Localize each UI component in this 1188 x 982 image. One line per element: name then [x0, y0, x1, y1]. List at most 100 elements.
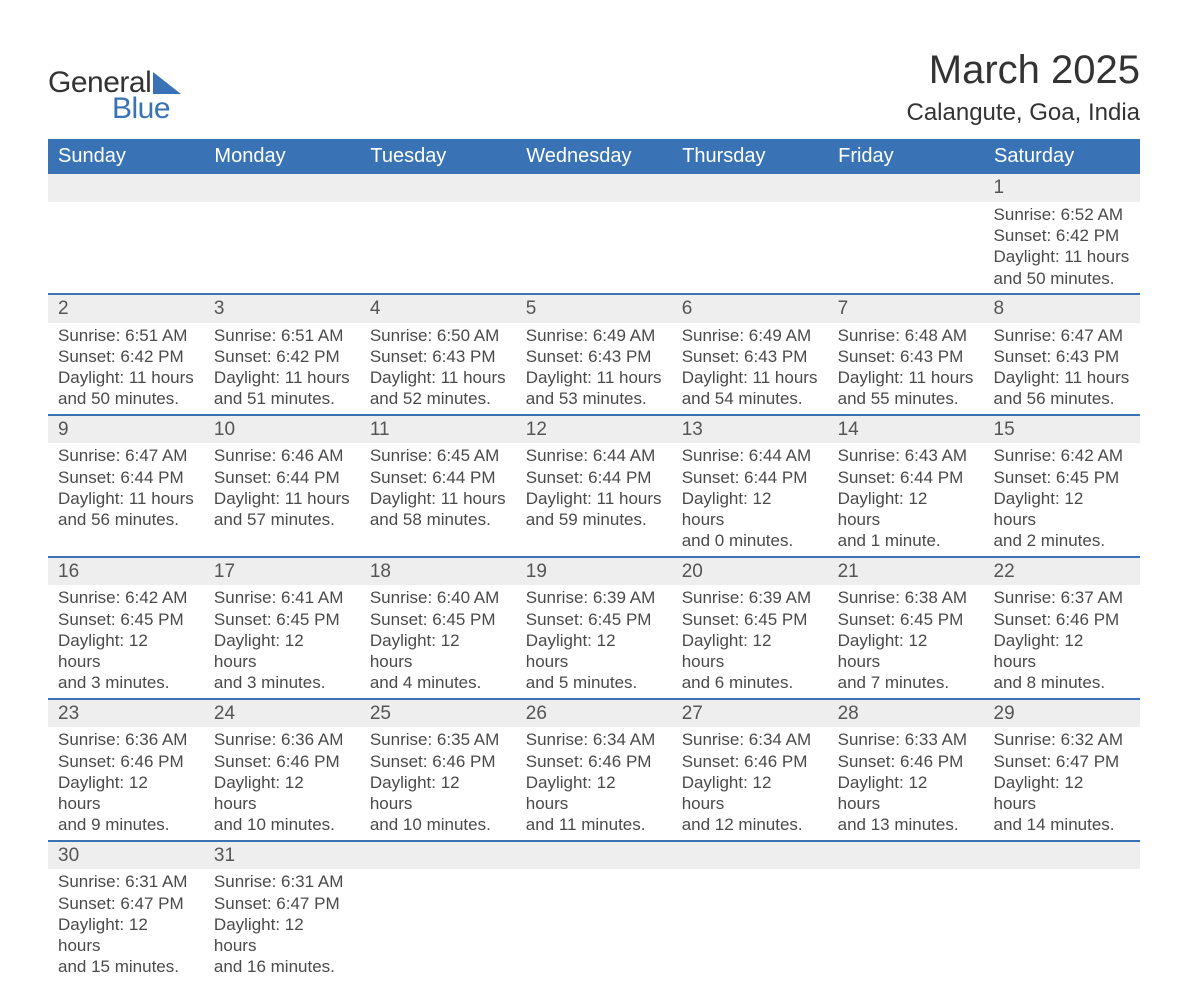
day-number-cell: 4 [360, 294, 516, 323]
day-detail-line: and 59 minutes. [526, 509, 662, 530]
day-detail-line: Daylight: 11 hours [526, 367, 662, 388]
brand-triangle-icon [153, 72, 181, 94]
day-detail-line: Daylight: 11 hours [682, 367, 818, 388]
day-detail-line: Sunrise: 6:44 AM [526, 445, 662, 466]
day-detail-line: Daylight: 12 hours [838, 488, 974, 531]
day-detail-line: Sunset: 6:43 PM [370, 346, 506, 367]
calendar-header-row: Sunday Monday Tuesday Wednesday Thursday… [48, 139, 1140, 174]
day-number-cell: 19 [516, 557, 672, 586]
day-number-cell: 11 [360, 415, 516, 444]
day-detail-cell: Sunrise: 6:50 AMSunset: 6:43 PMDaylight:… [360, 323, 516, 415]
day-number-cell [516, 174, 672, 202]
day-detail-cell [984, 869, 1140, 981]
calendar-detail-row: Sunrise: 6:31 AMSunset: 6:47 PMDaylight:… [48, 869, 1140, 981]
day-detail-line: Daylight: 12 hours [214, 914, 350, 957]
day-number-cell: 17 [204, 557, 360, 586]
day-detail-line: and 15 minutes. [58, 956, 194, 977]
day-detail-line: Daylight: 12 hours [838, 630, 974, 673]
day-detail-cell: Sunrise: 6:33 AMSunset: 6:46 PMDaylight:… [828, 727, 984, 840]
day-number-cell: 12 [516, 415, 672, 444]
day-detail-line: Sunset: 6:45 PM [682, 609, 818, 630]
day-detail-line: and 7 minutes. [838, 672, 974, 693]
day-detail-line: and 56 minutes. [994, 388, 1130, 409]
weekday-header: Wednesday [516, 139, 672, 174]
day-number-cell [828, 841, 984, 870]
day-detail-cell [828, 869, 984, 981]
day-detail-line: Sunrise: 6:51 AM [58, 325, 194, 346]
day-detail-line: and 10 minutes. [214, 814, 350, 835]
day-detail-line: Sunrise: 6:39 AM [682, 587, 818, 608]
calendar-detail-row: Sunrise: 6:47 AMSunset: 6:44 PMDaylight:… [48, 443, 1140, 556]
day-detail-line: Sunset: 6:43 PM [682, 346, 818, 367]
day-detail-cell [360, 869, 516, 981]
day-number-cell [516, 841, 672, 870]
weekday-header: Friday [828, 139, 984, 174]
day-detail-line: and 3 minutes. [214, 672, 350, 693]
page-subtitle: Calangute, Goa, India [907, 99, 1141, 127]
day-detail-line: and 50 minutes. [58, 388, 194, 409]
day-detail-line: Sunset: 6:43 PM [526, 346, 662, 367]
day-detail-line: Sunrise: 6:52 AM [994, 204, 1130, 225]
day-detail-cell: Sunrise: 6:36 AMSunset: 6:46 PMDaylight:… [204, 727, 360, 840]
day-detail-line: Sunrise: 6:47 AM [58, 445, 194, 466]
day-detail-line: Sunrise: 6:48 AM [838, 325, 974, 346]
day-detail-line: Sunrise: 6:36 AM [214, 729, 350, 750]
day-detail-line: Sunset: 6:44 PM [838, 467, 974, 488]
calendar-detail-row: Sunrise: 6:52 AMSunset: 6:42 PMDaylight:… [48, 202, 1140, 294]
calendar-detail-row: Sunrise: 6:51 AMSunset: 6:42 PMDaylight:… [48, 323, 1140, 415]
day-number-cell [360, 841, 516, 870]
day-number-cell: 10 [204, 415, 360, 444]
page-header: General Blue March 2025 Calangute, Goa, … [48, 48, 1140, 127]
day-detail-cell [516, 202, 672, 294]
day-detail-line: Daylight: 11 hours [58, 367, 194, 388]
day-detail-cell [672, 869, 828, 981]
day-detail-line: and 52 minutes. [370, 388, 506, 409]
title-block: March 2025 Calangute, Goa, India [907, 48, 1141, 127]
day-detail-line: Sunset: 6:42 PM [994, 225, 1130, 246]
day-detail-line: Daylight: 12 hours [526, 630, 662, 673]
day-number-cell: 15 [984, 415, 1140, 444]
day-detail-line: Daylight: 11 hours [214, 367, 350, 388]
day-detail-line: and 53 minutes. [526, 388, 662, 409]
day-detail-line: and 50 minutes. [994, 268, 1130, 289]
day-detail-line: and 54 minutes. [682, 388, 818, 409]
day-detail-line: Sunrise: 6:42 AM [58, 587, 194, 608]
day-detail-line: Sunrise: 6:34 AM [526, 729, 662, 750]
day-number-cell [828, 174, 984, 202]
day-detail-line: Sunrise: 6:46 AM [214, 445, 350, 466]
day-detail-cell: Sunrise: 6:43 AMSunset: 6:44 PMDaylight:… [828, 443, 984, 556]
day-detail-line: Sunrise: 6:32 AM [994, 729, 1130, 750]
day-detail-line: Sunset: 6:44 PM [526, 467, 662, 488]
day-number-cell [48, 174, 204, 202]
day-number-cell: 18 [360, 557, 516, 586]
day-number-cell: 28 [828, 699, 984, 728]
day-detail-line: Sunset: 6:47 PM [994, 751, 1130, 772]
day-detail-line: Daylight: 12 hours [58, 914, 194, 957]
day-detail-line: Sunset: 6:46 PM [838, 751, 974, 772]
day-number-cell: 6 [672, 294, 828, 323]
day-number-cell: 1 [984, 174, 1140, 202]
brand-logo: General Blue [48, 66, 181, 126]
weekday-header: Saturday [984, 139, 1140, 174]
day-detail-line: and 12 minutes. [682, 814, 818, 835]
day-detail-line: Daylight: 11 hours [214, 488, 350, 509]
day-detail-line: Sunrise: 6:43 AM [838, 445, 974, 466]
day-detail-line: and 2 minutes. [994, 530, 1130, 551]
day-number-cell: 21 [828, 557, 984, 586]
day-number-cell: 24 [204, 699, 360, 728]
day-detail-line: and 13 minutes. [838, 814, 974, 835]
day-number-cell [672, 841, 828, 870]
day-number-cell: 25 [360, 699, 516, 728]
day-number-cell: 2 [48, 294, 204, 323]
day-detail-line: Sunset: 6:46 PM [994, 609, 1130, 630]
day-detail-line: Sunrise: 6:33 AM [838, 729, 974, 750]
day-detail-line: Sunset: 6:47 PM [58, 893, 194, 914]
day-detail-line: and 4 minutes. [370, 672, 506, 693]
brand-name-part2: Blue [112, 92, 181, 126]
day-detail-line: Sunrise: 6:38 AM [838, 587, 974, 608]
day-number-cell: 5 [516, 294, 672, 323]
day-detail-line: and 3 minutes. [58, 672, 194, 693]
day-number-cell: 13 [672, 415, 828, 444]
day-detail-cell: Sunrise: 6:40 AMSunset: 6:45 PMDaylight:… [360, 585, 516, 698]
day-detail-cell: Sunrise: 6:52 AMSunset: 6:42 PMDaylight:… [984, 202, 1140, 294]
